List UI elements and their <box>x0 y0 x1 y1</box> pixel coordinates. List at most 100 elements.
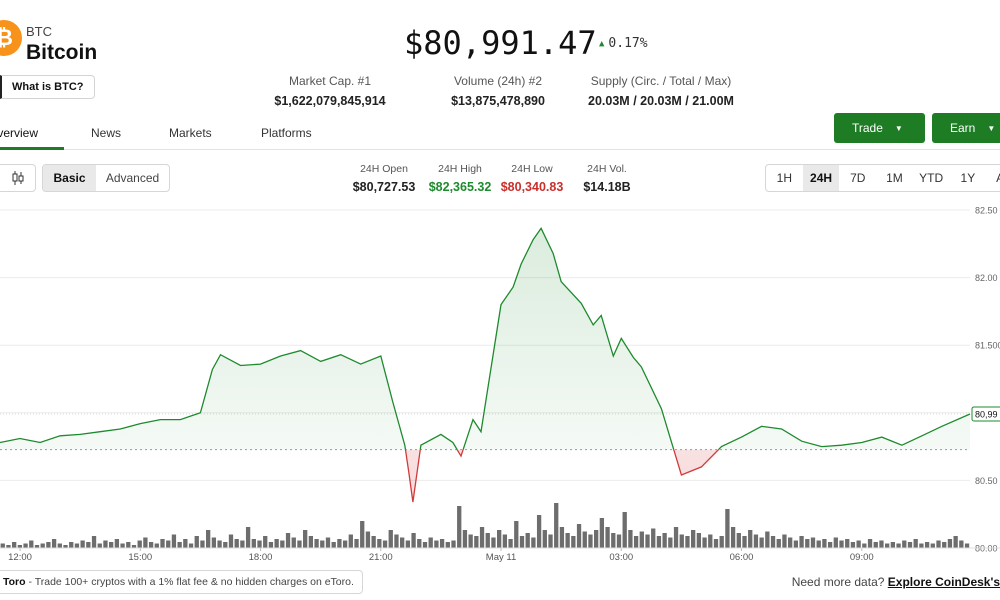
range-7d-button[interactable]: 7D <box>850 171 866 185</box>
ohlc-value: $80,727.53 <box>352 180 416 194</box>
volume-bar <box>799 536 804 548</box>
what-is-btc-button[interactable]: What is BTC? <box>0 75 95 99</box>
tab-platforms[interactable]: Platforms <box>261 126 312 140</box>
volume-bar <box>183 539 188 548</box>
volume-bar <box>303 530 308 548</box>
volume-bar <box>924 542 930 548</box>
coin-symbol: BTC <box>26 24 52 39</box>
volume-bar <box>234 539 239 548</box>
volume-bar <box>223 542 228 548</box>
candlestick-icon <box>12 171 23 185</box>
trade-button-label: Trade <box>852 121 883 135</box>
volume-bar <box>953 536 958 548</box>
volume-bar <box>171 534 177 548</box>
earn-button[interactable]: Earn ▼ <box>932 113 1000 143</box>
volume-bar <box>805 539 810 548</box>
volume-bar <box>628 530 633 548</box>
volume-bar <box>902 540 907 548</box>
ohlc-label: 24H Low <box>511 163 553 175</box>
volume-bar <box>576 524 582 548</box>
volume-bar <box>525 533 530 548</box>
volume-bar <box>468 534 473 548</box>
volume-bar <box>177 542 182 548</box>
basic-mode-button[interactable]: Basic <box>43 165 96 191</box>
volume-bar <box>377 539 382 548</box>
volume-bar <box>160 539 165 548</box>
volume-bar <box>816 540 821 548</box>
volume-bar <box>502 534 508 548</box>
tab-overview[interactable]: Overview <box>0 126 39 140</box>
volume-bar <box>782 534 787 548</box>
stat-value: $13,875,478,890 <box>451 94 545 108</box>
ohlc-label: 24H Vol. <box>587 163 627 175</box>
volume-bar <box>725 509 730 548</box>
x-tick-label: 06:00 <box>730 552 754 563</box>
y-tick-label: 80,99 <box>975 409 998 419</box>
stat-volume: Volume (24h) #2 $13,875,478,890 <box>440 74 556 108</box>
volume-bar <box>656 536 662 548</box>
volume-bar <box>154 543 159 548</box>
volume-bar <box>69 542 74 548</box>
explore-coindesk-link[interactable]: Explore CoinDesk's <box>887 575 1000 589</box>
volume-bar <box>942 542 947 548</box>
volume-bar <box>337 539 342 548</box>
volume-bar <box>131 545 137 548</box>
stat-label: Volume (24h) #2 <box>453 74 543 88</box>
volume-bar <box>331 542 336 548</box>
volume-bar <box>297 540 302 548</box>
candlestick-toggle-button[interactable] <box>0 164 36 192</box>
volume-bar <box>708 534 713 548</box>
volume-bar <box>839 540 844 548</box>
volume-bar <box>371 536 376 548</box>
volume-bar <box>411 533 416 548</box>
volume-bar <box>685 536 690 548</box>
volume-bar <box>451 540 456 548</box>
range-1y-button[interactable]: 1Y <box>960 171 976 185</box>
range-1m-button[interactable]: 1M <box>886 171 903 185</box>
y-tick-label: 82.00 <box>975 273 998 283</box>
volume-bar <box>514 521 519 548</box>
volume-bar <box>194 536 199 548</box>
volume-bar <box>217 540 222 548</box>
up-arrow-icon: ▲ <box>599 39 605 49</box>
x-tick-label: 21:00 <box>369 552 393 563</box>
volume-bar <box>639 531 644 548</box>
volume-bar <box>0 543 5 548</box>
range-all-button[interactable]: A <box>986 165 1000 191</box>
volume-bar <box>559 527 565 548</box>
volume-bar <box>268 542 274 548</box>
trade-button[interactable]: Trade ▼ <box>834 113 925 143</box>
volume-bar <box>314 539 319 548</box>
tab-markets[interactable]: Markets <box>169 126 212 140</box>
volume-bar <box>120 543 125 548</box>
area-above-open <box>0 228 970 450</box>
ohlc-label: 24H Open <box>360 163 408 175</box>
volume-bar <box>742 536 747 548</box>
volume-bar <box>810 537 816 548</box>
range-1h-button[interactable]: 1H <box>776 171 793 185</box>
price-change-value: 0.17% <box>608 36 648 51</box>
range-ytd-button[interactable]: YTD <box>919 171 944 185</box>
volume-bar <box>531 537 536 548</box>
volume-bar <box>673 527 679 548</box>
volume-bar <box>405 540 411 548</box>
volume-bar <box>497 530 502 548</box>
volume-bar <box>474 536 479 548</box>
promo-banner[interactable]: Toro - Trade 100+ cryptos with a 1% flat… <box>0 570 363 594</box>
volume-bar <box>143 537 148 548</box>
volume-bar <box>679 534 684 548</box>
advanced-mode-button[interactable]: Advanced <box>105 171 160 185</box>
coin-name: Bitcoin <box>26 41 98 64</box>
volume-bar <box>251 539 256 548</box>
volume-bar <box>633 536 639 548</box>
volume-bar <box>770 536 776 548</box>
tab-news[interactable]: News <box>91 126 122 140</box>
volume-bar <box>759 537 764 548</box>
volume-bar <box>833 537 838 548</box>
bitcoin-logo-icon: ₿ <box>0 20 22 56</box>
y-tick-label: 82.50 <box>975 206 998 216</box>
volume-bar <box>748 530 753 548</box>
promo-text: - Trade 100+ cryptos with a 1% flat fee … <box>28 576 354 588</box>
range-24h-button[interactable]: 24H <box>802 165 840 191</box>
